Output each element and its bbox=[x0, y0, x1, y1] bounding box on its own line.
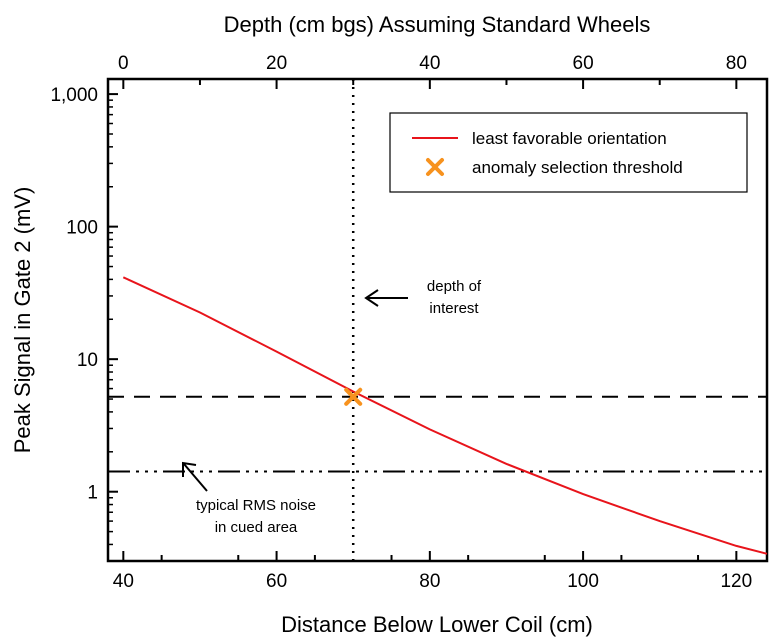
x-marker-stroke bbox=[344, 387, 363, 406]
x2-tick-label: 20 bbox=[266, 53, 287, 74]
x-tick-label: 40 bbox=[113, 571, 134, 592]
top-axis-ticks: 0 20 40 60 80 bbox=[118, 53, 747, 89]
y-tick-label: 10 bbox=[77, 350, 98, 371]
annotation-depth-line1: depth of bbox=[427, 278, 482, 295]
top-axis-title: Depth (cm bgs) Assuming Standard Wheels bbox=[224, 12, 651, 37]
reference-lines bbox=[108, 79, 767, 561]
x-tick-label: 100 bbox=[567, 571, 599, 592]
x-tick-label: 120 bbox=[720, 571, 752, 592]
annotation-noise-line1: typical RMS noise bbox=[196, 497, 316, 514]
left-axis-ticks: 1 10 100 1,000 bbox=[50, 85, 118, 562]
arrow-left-icon bbox=[364, 289, 408, 307]
legend-label-threshold: anomaly selection threshold bbox=[472, 158, 683, 177]
legend: least favorable orientation anomaly sele… bbox=[389, 112, 748, 193]
arrow-up-left-icon bbox=[182, 461, 208, 492]
legend-box bbox=[389, 112, 748, 193]
y-tick-label: 1,000 bbox=[50, 85, 98, 106]
x-marker-stroke bbox=[426, 158, 444, 176]
series-line-least-favorable-orientation bbox=[122, 276, 768, 555]
annotation-depth-of-interest: depth of interest bbox=[364, 278, 482, 317]
x-tick-label: 60 bbox=[266, 571, 287, 592]
x-axis-title: Distance Below Lower Coil (cm) bbox=[281, 612, 593, 637]
threshold-point-marker bbox=[344, 387, 363, 406]
y-axis-title: Peak Signal in Gate 2 (mV) bbox=[10, 187, 35, 454]
x2-tick-label: 60 bbox=[573, 53, 594, 74]
legend-x-marker-icon bbox=[426, 158, 444, 176]
y-tick-label: 1 bbox=[87, 483, 98, 504]
x2-tick-label: 40 bbox=[419, 53, 440, 74]
x2-tick-label: 80 bbox=[726, 53, 747, 74]
x2-tick-label: 0 bbox=[118, 53, 129, 74]
annotation-noise: typical RMS noise in cued area bbox=[182, 461, 316, 536]
bottom-axis-ticks: 40 60 80 100 120 bbox=[113, 551, 752, 592]
legend-label-series: least favorable orientation bbox=[472, 129, 667, 148]
annotation-depth-line2: interest bbox=[429, 300, 479, 317]
annotation-noise-line2: in cued area bbox=[215, 519, 298, 536]
y-tick-label: 100 bbox=[66, 218, 98, 239]
x-tick-label: 80 bbox=[419, 571, 440, 592]
